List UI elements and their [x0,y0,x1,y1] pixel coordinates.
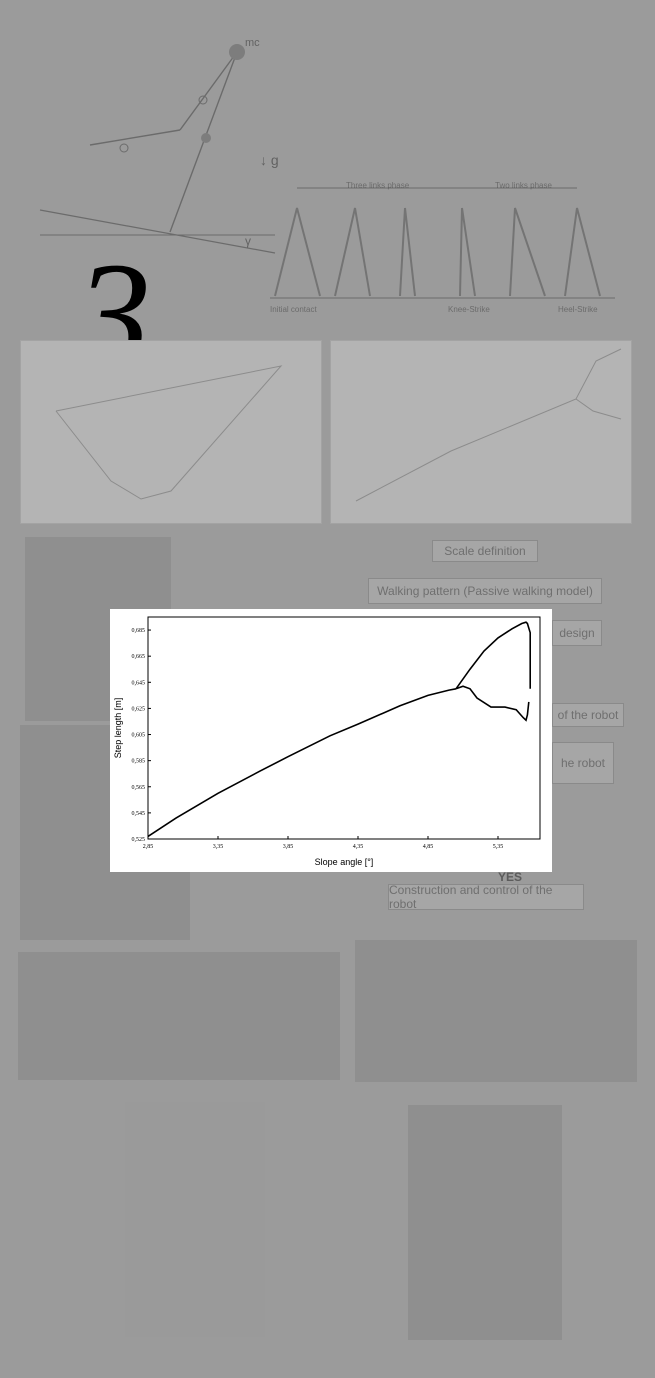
series-line-1 [147,688,457,838]
biped-model-diagram: mc ↓ g γ [39,37,279,254]
event-heel-strike: Heel-Strike [558,305,598,314]
flow-he-robot: he robot [552,742,614,784]
x-tick-label: 5,35 [493,844,504,850]
x-tick-label: 3,85 [283,844,294,850]
plot-frame [147,616,541,840]
svg-text:mc: mc [245,37,260,49]
x-tick-label: 3,35 [213,844,224,850]
y-tick-label: 0,605 [132,733,146,739]
robot-photo-4 [355,940,637,1082]
phase2-label: Two links phase [495,181,552,190]
event-knee-strike: Knee-Strike [448,305,490,314]
x-tick-label: 4,35 [353,844,364,850]
step-length-chart: 0,525 0,545 0,565 0,585 0,605 0,625 0,645 0,665… [110,609,552,872]
y-tick-label: 0,665 [132,654,146,660]
event-initial-contact: Initial contact [270,305,317,314]
flow-scale-definition: Scale definition [432,540,538,562]
y-tick-label: 0,645 [132,680,146,686]
phase-plot-faded [20,340,322,524]
robot-photo-5 [408,1105,562,1340]
flow-walking-pattern: Walking pattern (Passive walking model) [368,578,602,604]
y-tick-label: 0,585 [132,759,146,765]
series-line-3 [455,685,530,722]
flow-yes: YES [498,870,523,884]
phase1-label: Three links phase [346,181,410,190]
step-length-plot-faded [330,340,632,524]
chart-svg: 0,525 0,545 0,565 0,585 0,605 0,625 0,645 0,665… [113,616,541,867]
series-line-2 [455,621,532,690]
gait-phase-diagram [270,187,615,299]
flow-of-robot: of the robot [552,703,624,727]
flow-construction: Construction and control of the robot [388,883,584,911]
x-tick-label: 2,85 [143,844,154,850]
y-tick-label: 0,625 [132,706,146,712]
svg-text:↓ g: ↓ g [260,152,279,168]
robot-render [125,1102,265,1337]
flow-design: design [552,620,602,646]
robot-photo-3 [18,952,340,1080]
y-tick-label: 0,545 [132,811,146,817]
y-tick-label: 0,525 [132,837,146,843]
x-tick-label: 4,85 [423,844,434,850]
svg-text:γ: γ [245,234,251,248]
y-tick-label: 0,565 [132,785,146,791]
y-tick-label: 0,685 [132,628,146,634]
x-axis-label: Slope angle [°] [315,857,374,867]
y-axis-label: Step length [m] [113,698,123,759]
